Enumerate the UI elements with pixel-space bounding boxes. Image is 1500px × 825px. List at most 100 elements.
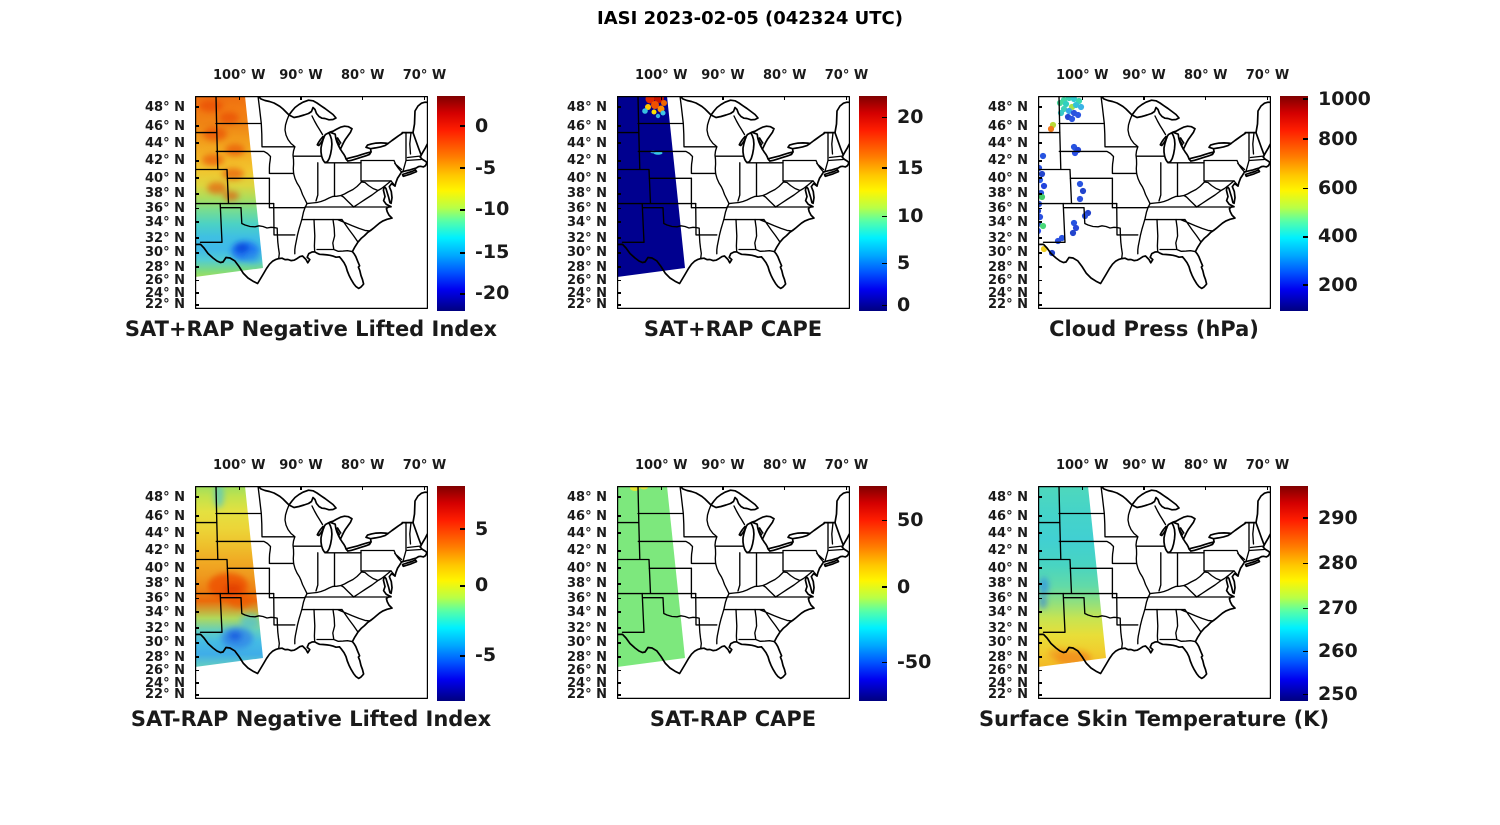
lat-tick-mark (617, 550, 621, 552)
lon-tick-mark (784, 486, 786, 490)
lat-tick-mark (617, 583, 621, 585)
lat-tick-label: 46° N (145, 118, 185, 134)
lat-tick-mark (1038, 106, 1042, 108)
lat-tick-mark (617, 221, 621, 223)
colorbar-gradient (1280, 96, 1308, 311)
lat-tick-mark (1038, 142, 1042, 144)
colorbar-tick-label: 800 (1318, 127, 1358, 150)
panel-title: Cloud Press (hPa) (1049, 317, 1259, 341)
lat-tick-label: 32° N (988, 230, 1028, 246)
lat-tick-mark (617, 670, 621, 672)
lon-tick-mark (1081, 486, 1083, 490)
lat-tick-label: 46° N (145, 508, 185, 524)
lat-tick-mark (1038, 682, 1042, 684)
lat-tick-label: 44° N (567, 525, 607, 541)
cloud-pressure-dot (1068, 115, 1076, 123)
colorbar-tick-label: 200 (1318, 273, 1358, 296)
panel-title: Surface Skin Temperature (K) (978, 707, 1330, 731)
lat-tick-label: 36° N (988, 201, 1028, 217)
cloud-pressure-dot (1062, 100, 1070, 108)
lat-tick-mark (617, 280, 621, 282)
lat-tick-label: 46° N (988, 508, 1028, 524)
panel-sat-rap-minus-cape: 100° W 90° W 80° W 70° W 48° N 46° N 44° N 42°… (567, 458, 931, 731)
lon-tick-label: 100° W (1056, 68, 1109, 83)
colorbar-tick-mark (460, 125, 465, 127)
lat-tick-label: 22° N (988, 297, 1028, 313)
colorbar-tick-mark (882, 262, 887, 265)
lat-tick-label: 38° N (145, 576, 185, 592)
cloud-pressure-dot (1039, 222, 1047, 230)
lat-tick-mark (195, 694, 199, 696)
lon-tick-label: 90° W (1122, 68, 1166, 83)
lon-tick-label: 70° W (402, 68, 447, 83)
colorbar-tick-label: 0 (475, 574, 489, 597)
lon-tick-mark (423, 486, 426, 490)
lon-tick-label: 100° W (213, 458, 266, 473)
lat-tick-mark (1038, 496, 1042, 498)
lat-tick-mark (195, 682, 199, 684)
lon-tick-mark (238, 486, 240, 490)
lat-tick-label: 34° N (145, 604, 185, 620)
colorbar-gradient (859, 96, 887, 311)
cloud-pressure-dot (1070, 96, 1078, 103)
colorbar-tick-mark (460, 209, 465, 211)
lat-tick-label: 38° N (567, 576, 607, 592)
lat-tick-label: 40° N (145, 560, 185, 576)
lat-tick-label: 32° N (567, 230, 607, 246)
lat-tick-label: 22° N (988, 687, 1028, 703)
lat-tick-mark (1038, 598, 1042, 600)
colorbar-cape-minus: 50 0 -50 (859, 486, 931, 701)
lon-tick-mark (1081, 96, 1083, 100)
lon-tick-label: 90° W (1122, 458, 1166, 473)
lat-tick-mark (1038, 292, 1042, 294)
lat-tick-label: 24° N (988, 285, 1028, 301)
lat-tick-label: 24° N (567, 285, 607, 301)
lat-tick-mark (617, 304, 621, 306)
lat-tick-label: 34° N (567, 604, 607, 620)
cloud-pressure-dot (1076, 180, 1084, 188)
lat-tick-mark (195, 583, 199, 585)
lat-tick-label: 22° N (567, 297, 607, 313)
lat-tick-label: 28° N (145, 259, 185, 275)
lat-tick-mark (617, 193, 621, 195)
lat-tick-mark (1038, 304, 1042, 306)
lat-tick-label: 30° N (567, 635, 607, 651)
lon-tick-mark (300, 96, 302, 100)
lat-tick-mark (195, 142, 199, 144)
lat-tick-label: 36° N (145, 201, 185, 217)
lat-tick-mark (1038, 627, 1042, 629)
lon-tick-label: 70° W (824, 68, 869, 83)
cloud-pressure-dot (1072, 101, 1080, 109)
lat-tick-label: 28° N (145, 649, 185, 665)
lat-tick-mark (617, 266, 621, 268)
lat-tick-label: 40° N (567, 560, 607, 576)
colorbar-tick-label: -5 (475, 156, 497, 179)
lon-tick-mark (722, 486, 724, 490)
panel-title: SAT-RAP CAPE (649, 707, 817, 731)
lon-tick-mark (1143, 96, 1145, 100)
lat-tick-mark (617, 252, 621, 254)
lat-tick-mark (195, 567, 199, 569)
lat-tick-label: 34° N (988, 214, 1028, 230)
colorbar-gradient (1280, 486, 1308, 701)
lat-tick-label: 32° N (567, 620, 607, 636)
lat-tick-label: 42° N (145, 153, 185, 169)
lat-tick-mark (1038, 252, 1042, 254)
lat-tick-mark (1038, 193, 1042, 195)
lat-tick-mark (195, 611, 199, 613)
colorbar-tick-mark (460, 528, 465, 530)
lat-tick-mark (195, 515, 199, 517)
lon-tick-mark (238, 96, 240, 100)
lon-tick-label: 100° W (213, 68, 266, 83)
colorbar-gradient (437, 96, 465, 311)
lat-tick-mark (195, 237, 199, 239)
lat-tick-mark (195, 292, 199, 294)
lat-tick-mark (195, 266, 199, 268)
cloud-pressure-dot (1054, 237, 1062, 245)
lat-tick-mark (195, 304, 199, 306)
map-sat-rap-minus-nli (195, 486, 428, 699)
colorbar-tick-label: 0 (475, 114, 489, 137)
cloud-pressure-dot (1074, 111, 1082, 119)
lat-tick-mark (1038, 611, 1042, 613)
lat-tick-label: 30° N (145, 245, 185, 261)
